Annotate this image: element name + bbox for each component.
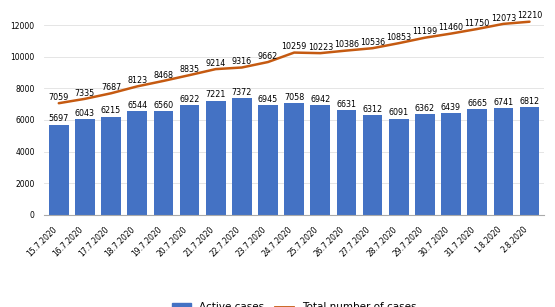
- Text: 12073: 12073: [491, 14, 516, 23]
- Legend: Active cases, Total number of cases: Active cases, Total number of cases: [168, 298, 421, 307]
- Text: 6560: 6560: [153, 101, 174, 110]
- Bar: [310, 105, 330, 215]
- Text: 7687: 7687: [101, 83, 121, 92]
- Text: 7372: 7372: [231, 88, 252, 97]
- Bar: [337, 110, 356, 215]
- Text: 7058: 7058: [284, 93, 304, 102]
- Text: 10853: 10853: [386, 33, 411, 42]
- Bar: [467, 109, 487, 215]
- Text: 9316: 9316: [232, 57, 252, 66]
- Text: 10223: 10223: [307, 43, 333, 52]
- Bar: [258, 105, 278, 215]
- Bar: [519, 107, 539, 215]
- Text: 6091: 6091: [388, 108, 409, 117]
- Text: 7059: 7059: [49, 93, 69, 102]
- Text: 11750: 11750: [465, 19, 490, 28]
- Text: 11460: 11460: [438, 23, 463, 32]
- Bar: [363, 115, 382, 215]
- Text: 10386: 10386: [334, 40, 359, 49]
- Bar: [232, 98, 251, 215]
- Text: 11199: 11199: [412, 27, 437, 37]
- Text: 10259: 10259: [281, 42, 307, 51]
- Text: 12210: 12210: [517, 11, 542, 21]
- Bar: [284, 103, 304, 215]
- Bar: [180, 105, 199, 215]
- Bar: [49, 125, 69, 215]
- Text: 8123: 8123: [127, 76, 147, 85]
- Text: 6922: 6922: [179, 95, 200, 104]
- Bar: [101, 117, 121, 215]
- Bar: [493, 108, 513, 215]
- Text: 6665: 6665: [467, 99, 487, 108]
- Bar: [154, 111, 173, 215]
- Text: 8468: 8468: [153, 71, 173, 80]
- Bar: [441, 113, 461, 215]
- Text: 6631: 6631: [336, 100, 356, 109]
- Text: 6945: 6945: [258, 95, 278, 104]
- Text: 10536: 10536: [360, 38, 385, 47]
- Text: 6362: 6362: [415, 104, 435, 113]
- Bar: [75, 119, 95, 215]
- Text: 7221: 7221: [205, 90, 226, 99]
- Text: 6312: 6312: [362, 105, 382, 114]
- Text: 6544: 6544: [127, 101, 147, 110]
- Text: 6439: 6439: [441, 103, 461, 112]
- Bar: [206, 101, 225, 215]
- Bar: [389, 119, 408, 215]
- Bar: [415, 114, 435, 215]
- Text: 9214: 9214: [205, 59, 226, 68]
- Bar: [128, 111, 147, 215]
- Text: 6741: 6741: [493, 98, 513, 107]
- Text: 7335: 7335: [75, 89, 95, 98]
- Text: 8835: 8835: [179, 65, 200, 74]
- Text: 6812: 6812: [519, 97, 539, 106]
- Text: 6215: 6215: [101, 106, 121, 115]
- Text: 6043: 6043: [75, 109, 95, 118]
- Text: 9662: 9662: [258, 52, 278, 61]
- Text: 6942: 6942: [310, 95, 330, 104]
- Text: 5697: 5697: [49, 115, 69, 123]
